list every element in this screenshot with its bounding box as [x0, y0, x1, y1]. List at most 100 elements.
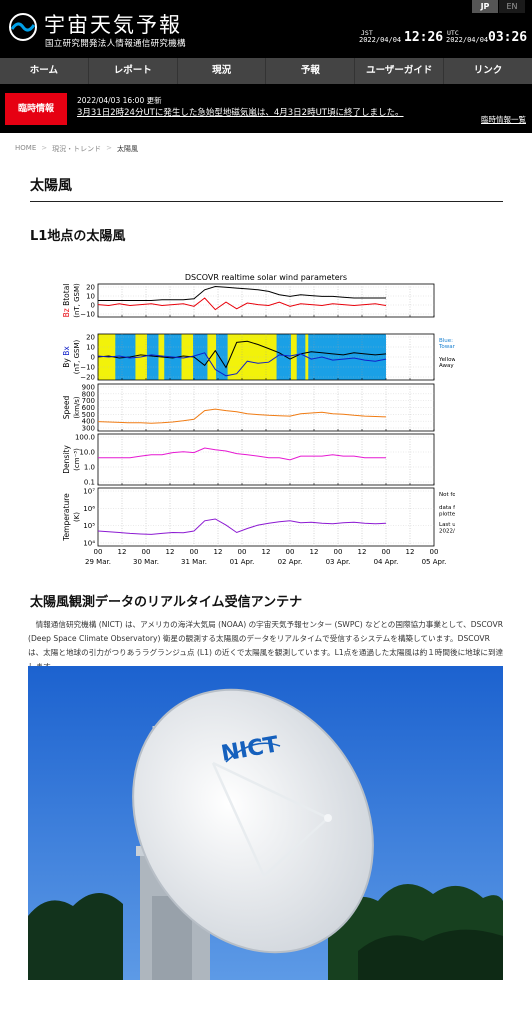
breadcrumb-current: 太陽風: [117, 145, 138, 153]
utc-label: UTC: [447, 29, 459, 37]
y-tick-label: 1.0: [84, 464, 95, 472]
y-tick-label: 500: [82, 411, 95, 419]
utc-date: 2022/04/04: [446, 36, 489, 44]
nav-current[interactable]: 現況: [178, 58, 267, 84]
solar-wind-chart: DSCOVR realtime solar wind parameters 20…: [62, 273, 455, 566]
y-axis-label: Density: [62, 445, 71, 474]
series-line-btotal: [98, 285, 386, 301]
x-day-label: 30 Mar.: [133, 558, 159, 566]
x-tick-label: 12: [166, 548, 175, 556]
breadcrumb-separator: >: [41, 144, 48, 152]
note-data-source: data from NOAA/SWPC: [439, 505, 455, 511]
section-title-antenna: 太陽風観測データのリアルタイム受信アンテナ: [30, 595, 303, 610]
y-tick-label: 20: [86, 334, 95, 342]
series-line-bx: [97, 352, 387, 377]
lang-en-button[interactable]: EN: [499, 0, 525, 13]
panel-frame: [97, 487, 435, 547]
series-line-bz: [97, 297, 387, 311]
y-tick-label: −10: [80, 364, 95, 372]
y-tick-label: −10: [80, 311, 95, 319]
nav-user-guide[interactable]: ユーザーガイド: [355, 58, 445, 84]
y-axis-unit: (km/s): [73, 396, 81, 419]
y-tick-label: 0.1: [84, 479, 95, 487]
x-day-label: 29 Mar.: [85, 558, 111, 566]
legend-toward: Toward Sun: [438, 344, 455, 350]
x-tick-label: 12: [118, 548, 127, 556]
nav-report[interactable]: レポート: [89, 58, 178, 84]
nict-logo-icon[interactable]: [8, 12, 38, 42]
title-divider: [30, 201, 503, 202]
jst-date: 2022/04/04: [359, 36, 402, 44]
x-tick-label: 12: [358, 548, 367, 556]
x-tick-label: 00: [430, 548, 439, 556]
x-tick-label: 12: [406, 548, 415, 556]
site-title[interactable]: 宇宙天気予報: [44, 13, 182, 37]
legend-away: Away from Sun: [439, 363, 455, 369]
y-tick-label: 10⁷: [83, 488, 95, 496]
x-tick-label: 00: [190, 548, 199, 556]
site-subtitle: 国立研究開発法人情報通信研究機構: [45, 39, 186, 49]
x-tick-label: 00: [238, 548, 247, 556]
y-axis-unit: (cm⁻³): [73, 448, 81, 471]
lang-jp-button[interactable]: JP: [472, 0, 498, 13]
breadcrumb: HOME > 現況・トレンド > 太陽風: [15, 144, 138, 154]
y-axis-unit: (nT, GSM): [73, 339, 81, 374]
breadcrumb-separator: >: [106, 144, 112, 152]
y-tick-label: 10⁶: [83, 505, 95, 513]
y-axis-unit: (nT, GSM): [73, 283, 81, 318]
note-data-source: plotted by NICT: [439, 512, 455, 518]
note-not-for-publication: Not for publication: [439, 492, 455, 498]
nav-links[interactable]: リンク: [473, 65, 503, 76]
y-tick-label: 100.0: [75, 434, 95, 442]
alert-bar: [0, 84, 532, 133]
note-last-update: 2022/04/04 03:25 UT: [439, 529, 455, 535]
x-day-label: 31 Mar.: [181, 558, 207, 566]
nav-home[interactable]: ホーム: [0, 58, 89, 84]
x-day-label: 01 Apr.: [230, 558, 255, 566]
y-tick-label: 800: [82, 390, 95, 398]
nav-forecast[interactable]: 予報: [266, 58, 356, 84]
main-nav: ホーム レポート 現況 予報 ユーザーガイド リンク: [0, 58, 532, 84]
x-tick-label: 00: [94, 548, 103, 556]
sector-band-away: [207, 334, 217, 380]
y-tick-label: 600: [82, 404, 95, 412]
breadcrumb-trend[interactable]: 現況・トレンド: [52, 145, 102, 153]
y-tick-label: 400: [82, 418, 95, 426]
x-tick-label: 12: [262, 548, 271, 556]
page-title: 太陽風: [30, 178, 72, 194]
y-tick-label: 10: [86, 344, 95, 352]
y-axis-label: Bz Btotal: [62, 284, 71, 318]
section-title-l1: L1地点の太陽風: [30, 229, 126, 244]
y-axis-label: By Bx: [62, 346, 71, 368]
legend-away: Yellow:: [438, 357, 455, 363]
note-last-update: Last update:: [439, 522, 455, 528]
x-tick-label: 00: [334, 548, 343, 556]
site-header: 宇宙天気予報 国立研究開発法人情報通信研究機構 JP EN JST 2022/0…: [0, 0, 532, 58]
y-axis-unit: (K): [73, 512, 81, 522]
x-day-label: 05 Apr.: [422, 558, 447, 566]
x-day-label: 03 Apr.: [326, 558, 351, 566]
y-tick-label: 0: [91, 354, 95, 362]
y-axis-label: Temperature: [62, 493, 71, 542]
series-line-density: [98, 447, 386, 461]
y-tick-label: 10⁴: [83, 540, 95, 548]
x-tick-label: 00: [286, 548, 295, 556]
chart-title: DSCOVR realtime solar wind parameters: [185, 273, 347, 282]
x-tick-label: 12: [310, 548, 319, 556]
jst-label: JST: [361, 29, 373, 37]
sector-band-away: [227, 334, 277, 380]
x-day-label: 04 Apr.: [374, 558, 399, 566]
antenna-photo: NICT: [28, 666, 503, 980]
breadcrumb-home[interactable]: HOME: [15, 144, 37, 152]
y-tick-label: 700: [82, 397, 95, 405]
y-tick-label: 10: [86, 293, 95, 301]
y-tick-label: 10⁵: [83, 522, 95, 530]
x-day-label: 02 Apr.: [278, 558, 303, 566]
y-tick-label: 20: [86, 284, 95, 292]
alert-list-link[interactable]: 臨時情報一覧: [481, 115, 526, 124]
alert-link[interactable]: 3月31日2時24分UTに発生した急始型地磁気嵐は、4月3日2時UT頃に終了しま…: [77, 108, 404, 118]
alert-date: 2022/04/03 16:00 更新: [77, 96, 162, 105]
x-tick-label: 00: [382, 548, 391, 556]
y-tick-label: 0: [91, 302, 95, 310]
y-tick-label: 300: [82, 425, 95, 433]
